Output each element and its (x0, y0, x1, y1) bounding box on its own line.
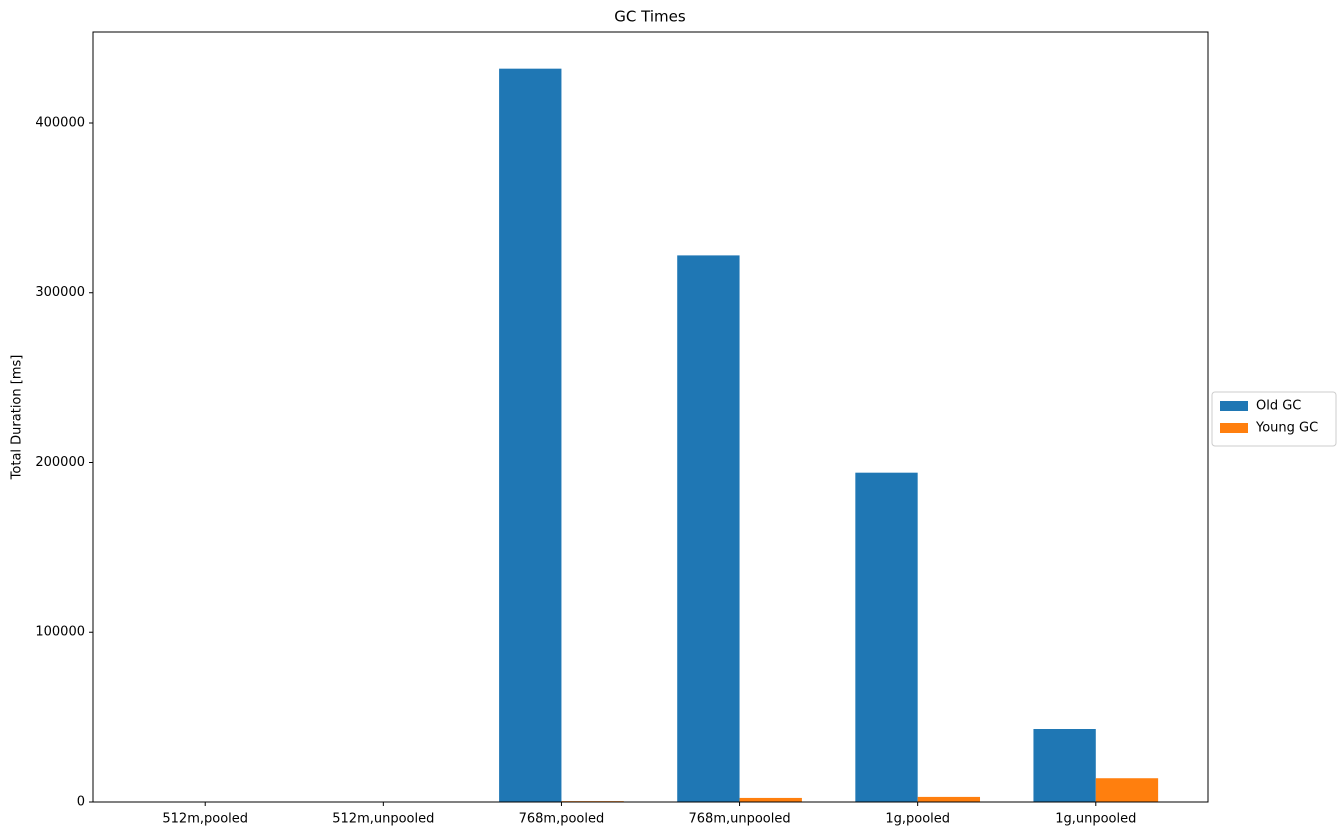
plot-frame (92, 31, 1209, 803)
bar (677, 255, 740, 802)
y-tick-label: 300000 (35, 285, 85, 300)
y-tick-label: 400000 (35, 115, 85, 130)
y-tick-label: 200000 (35, 455, 85, 470)
legend-label: Young GC (1255, 421, 1318, 436)
bar (499, 68, 562, 802)
bar (1033, 729, 1096, 802)
x-tick-label: 768m,unpooled (689, 812, 791, 827)
legend-label: Old GC (1256, 399, 1301, 414)
y-tick-label: 0 (77, 795, 85, 810)
legend-swatch (1220, 401, 1248, 411)
x-tick-label: 512m,unpooled (332, 812, 434, 827)
bar (739, 797, 802, 802)
y-axis-label: Total Duration [ms] (10, 355, 25, 481)
x-tick-label: 1g,unpooled (1055, 812, 1136, 827)
chart-title: GC Times (614, 8, 686, 26)
bar (917, 796, 981, 802)
bar (855, 472, 918, 802)
bar (1095, 778, 1159, 802)
x-tick-label: 512m,pooled (162, 812, 248, 827)
x-tick-label: 768m,pooled (519, 812, 605, 827)
legend-swatch (1220, 423, 1248, 433)
x-tick-label: 1g,pooled (885, 812, 950, 827)
y-tick-label: 100000 (35, 625, 85, 640)
